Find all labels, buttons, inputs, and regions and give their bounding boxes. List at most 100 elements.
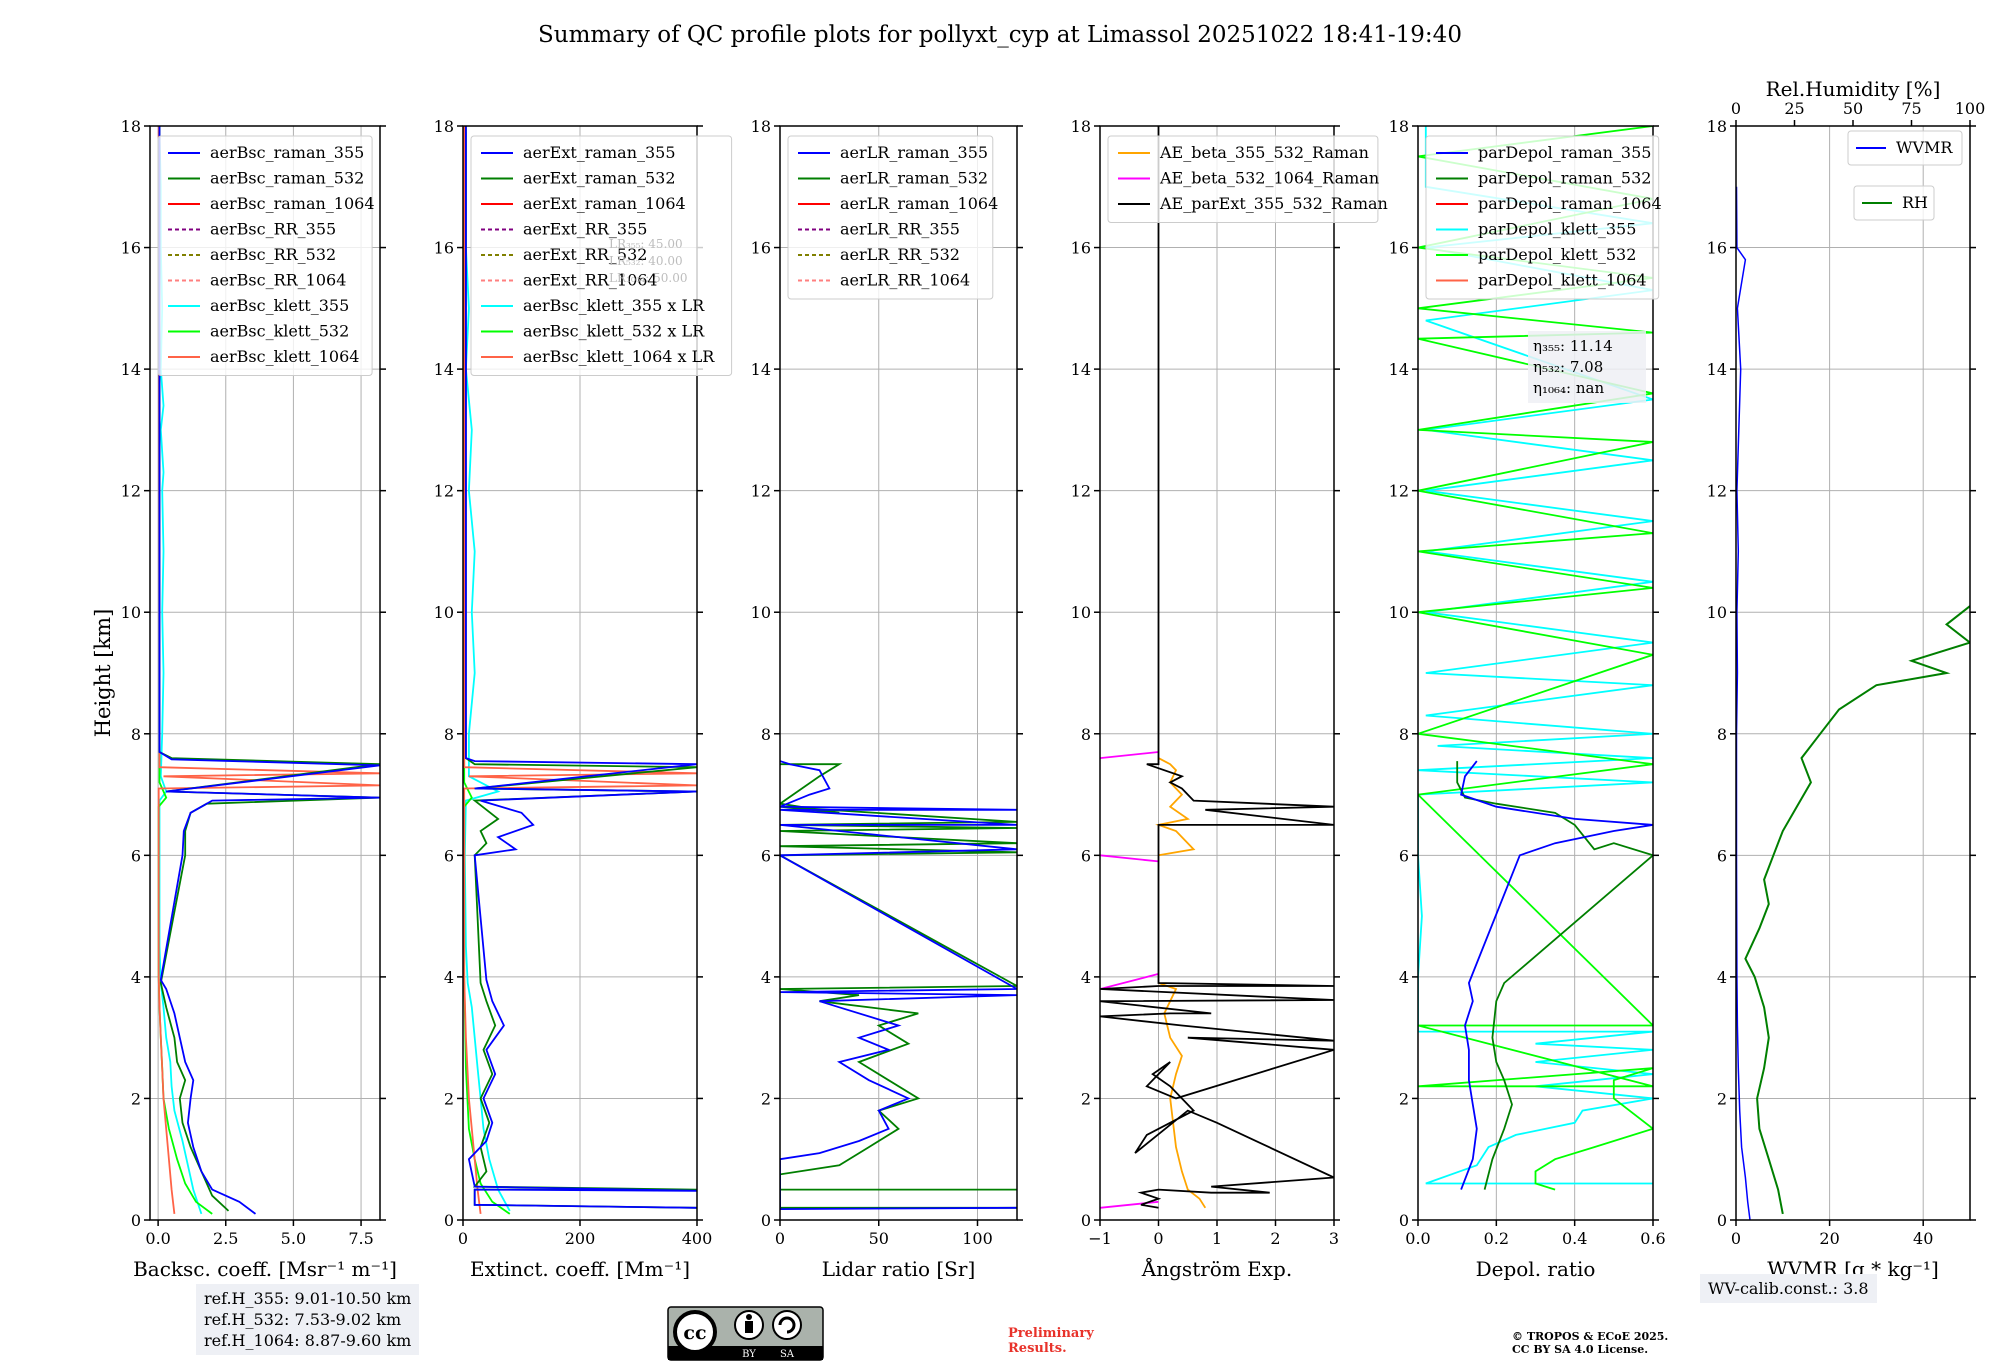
- x-tick-label: 1: [1212, 1229, 1222, 1248]
- y-tick-label: 2: [761, 1089, 771, 1108]
- y-tick-label: 0: [444, 1211, 454, 1230]
- panel-depol: 0 2 4 6 8 10 12 14 16 18 0.0 0.2 0.4 0.6 Depol. ratio p…: [1389, 117, 1666, 1281]
- y-tick-label: 8: [1717, 725, 1727, 744]
- series-line-parDepol_klett_532: [1418, 126, 1653, 1191]
- y-tick-label: 0: [131, 1211, 141, 1230]
- x2-tick-label: 50: [1843, 99, 1863, 118]
- eta-label: η₅₃₂: 7.08: [1533, 358, 1603, 376]
- eta-label: η₁₀₆₄: nan: [1533, 379, 1604, 397]
- axes-frame: [149, 125, 381, 1221]
- y-tick-label: 6: [131, 846, 141, 865]
- panel-lr: 0 2 4 6 8 10 12 14 16 18 0 50 100 Lidar ratio [Sr] aer…: [751, 117, 1023, 1281]
- y-tick-label: 14: [1389, 360, 1409, 379]
- series-line-AE_beta_532_1064_Raman-b: [1100, 973, 1159, 990]
- copyright-line-2: CC BY SA 4.0 License.: [1512, 1343, 1649, 1356]
- y-tick-label: 12: [434, 482, 454, 501]
- axes-frame: [1417, 125, 1654, 1221]
- legend-label: aerExt_RR_1064: [523, 271, 658, 290]
- axes-frame: [779, 125, 1018, 1221]
- lr-label: LR₁₀₆₄: 50.00: [609, 271, 687, 285]
- axes-frame: [1735, 125, 1971, 1221]
- legend-wvmr: WVMR: [1847, 130, 1963, 166]
- y-tick-label: 16: [1071, 239, 1091, 258]
- legend-label: aerBsc_raman_1064: [210, 194, 375, 213]
- y-tick-label: 8: [1081, 725, 1091, 744]
- legend: aerLR_raman_355 aerLR_raman_532 aerLR_rama…: [787, 135, 998, 300]
- y-tick-label: 10: [1707, 603, 1727, 622]
- y-tick-label: 2: [1081, 1089, 1091, 1108]
- legend-label: aerBsc_RR_532: [210, 245, 336, 264]
- y-tick-label: 12: [1071, 482, 1091, 501]
- x2-tick-label: 25: [1784, 99, 1804, 118]
- x-tick-label: 400: [682, 1229, 713, 1248]
- copyright-line-1: © TROPOS & ECoE 2025.: [1512, 1330, 1669, 1343]
- legend-label: aerBsc_klett_532 x LR: [523, 322, 705, 341]
- x-tick-label: 200: [565, 1229, 596, 1248]
- y-tick-label: 18: [1389, 117, 1409, 136]
- series-line-aerBsc_klett_1064-x-LR: [463, 126, 697, 1215]
- legend-box: [1107, 135, 1379, 223]
- series-line-AE_beta_355_532_Raman: [1158, 982, 1207, 1209]
- y-tick-label: 10: [434, 603, 454, 622]
- legend-box: [157, 135, 373, 376]
- legend-label: parDepol_klett_1064: [1478, 271, 1647, 290]
- x-axis-label: Depol. ratio: [1476, 1257, 1596, 1281]
- series-group: [780, 760, 1017, 1210]
- x2-tick-label: 0: [1731, 99, 1741, 118]
- legend-label: aerBsc_raman_355: [210, 143, 364, 162]
- x-tick-label: 0.2: [1484, 1229, 1509, 1248]
- panel-ext: 0 2 4 6 8 10 12 14 16 18 0 200 400 Extinct. coeff. [M…: [434, 117, 733, 1281]
- wv-calib-text: WV-calib.const.: 3.8: [1708, 1279, 1869, 1298]
- y-tick-label: 6: [444, 846, 454, 865]
- y-tick-label: 4: [1081, 968, 1091, 987]
- x-tick-label: 5.0: [281, 1229, 306, 1248]
- y-tick-label: 4: [761, 968, 771, 987]
- legend-label: parDepol_klett_355: [1478, 220, 1636, 239]
- eta-label: η₃₅₅: 11.14: [1533, 337, 1613, 355]
- x-tick-label: 2: [1270, 1229, 1280, 1248]
- x-tick-label: −1: [1088, 1229, 1112, 1248]
- legend-label: aerLR_RR_355: [840, 220, 960, 239]
- panel-bsc: 0 2 4 6 8 10 12 14 16 18 0.0 2.5 5.0 7.5 Backsc. coeff…: [121, 117, 397, 1281]
- by-label: BY: [742, 1349, 756, 1360]
- series-line-aerBsc_klett_355: [158, 132, 203, 1215]
- legend: aerExt_raman_355 aerExt_raman_532 aerExt_r…: [470, 135, 733, 376]
- series-group: [1418, 126, 1653, 1191]
- y-tick-label: 16: [121, 239, 141, 258]
- y-tick-label: 8: [1399, 725, 1409, 744]
- legend-label: aerBsc_klett_1064 x LR: [523, 347, 715, 366]
- reference-height-box: ref.H_355: 9.01-10.50 km ref.H_532: 7.53…: [196, 1284, 420, 1355]
- x-tick-label: 0: [1731, 1229, 1741, 1248]
- legend-label: aerBsc_klett_532: [210, 322, 349, 341]
- y-tick-label: 2: [444, 1089, 454, 1108]
- series-line-aerLR_raman_532: [780, 763, 1017, 1209]
- y-tick-label: 14: [121, 360, 141, 379]
- y-tick-label: 8: [131, 725, 141, 744]
- y-tick-label: 10: [1389, 603, 1409, 622]
- legend-label: aerExt_raman_355: [523, 143, 676, 162]
- y-tick-label: 16: [751, 239, 771, 258]
- legend-box: [787, 135, 994, 300]
- legend-label: aerBsc_klett_1064: [210, 347, 359, 366]
- series-group: [1736, 186, 1970, 1220]
- lr-label: LR₃₅₅: 45.00: [609, 237, 683, 251]
- legend-label: aerBsc_RR_1064: [210, 271, 346, 290]
- y-tick-label: 10: [751, 603, 771, 622]
- legend-label: aerExt_raman_532: [523, 169, 676, 188]
- x-tick-label: 50: [869, 1229, 889, 1248]
- legend-label: aerLR_RR_532: [840, 245, 960, 264]
- legend-label: AE_beta_355_532_Raman: [1159, 143, 1369, 162]
- legend-box: [1853, 185, 1935, 221]
- y-tick-label: 10: [121, 603, 141, 622]
- series-line-aerLR_raman_355: [780, 760, 1017, 1210]
- series-line-AE_beta_355_532_Raman-b: [1155, 757, 1196, 857]
- x-axis-label: Lidar ratio [Sr]: [822, 1257, 976, 1281]
- legend-label: aerLR_raman_532: [840, 169, 988, 188]
- x-axis-label: Extinct. coeff. [Mm⁻¹]: [470, 1257, 690, 1281]
- legend-label: aerBsc_klett_355: [210, 296, 349, 315]
- x-tick-label: 3: [1329, 1229, 1339, 1248]
- top-axis-label: Rel.Humidity [%]: [1766, 77, 1941, 101]
- copyright-notice: © TROPOS & ECoE 2025. CC BY SA 4.0 Licen…: [1512, 1330, 1668, 1356]
